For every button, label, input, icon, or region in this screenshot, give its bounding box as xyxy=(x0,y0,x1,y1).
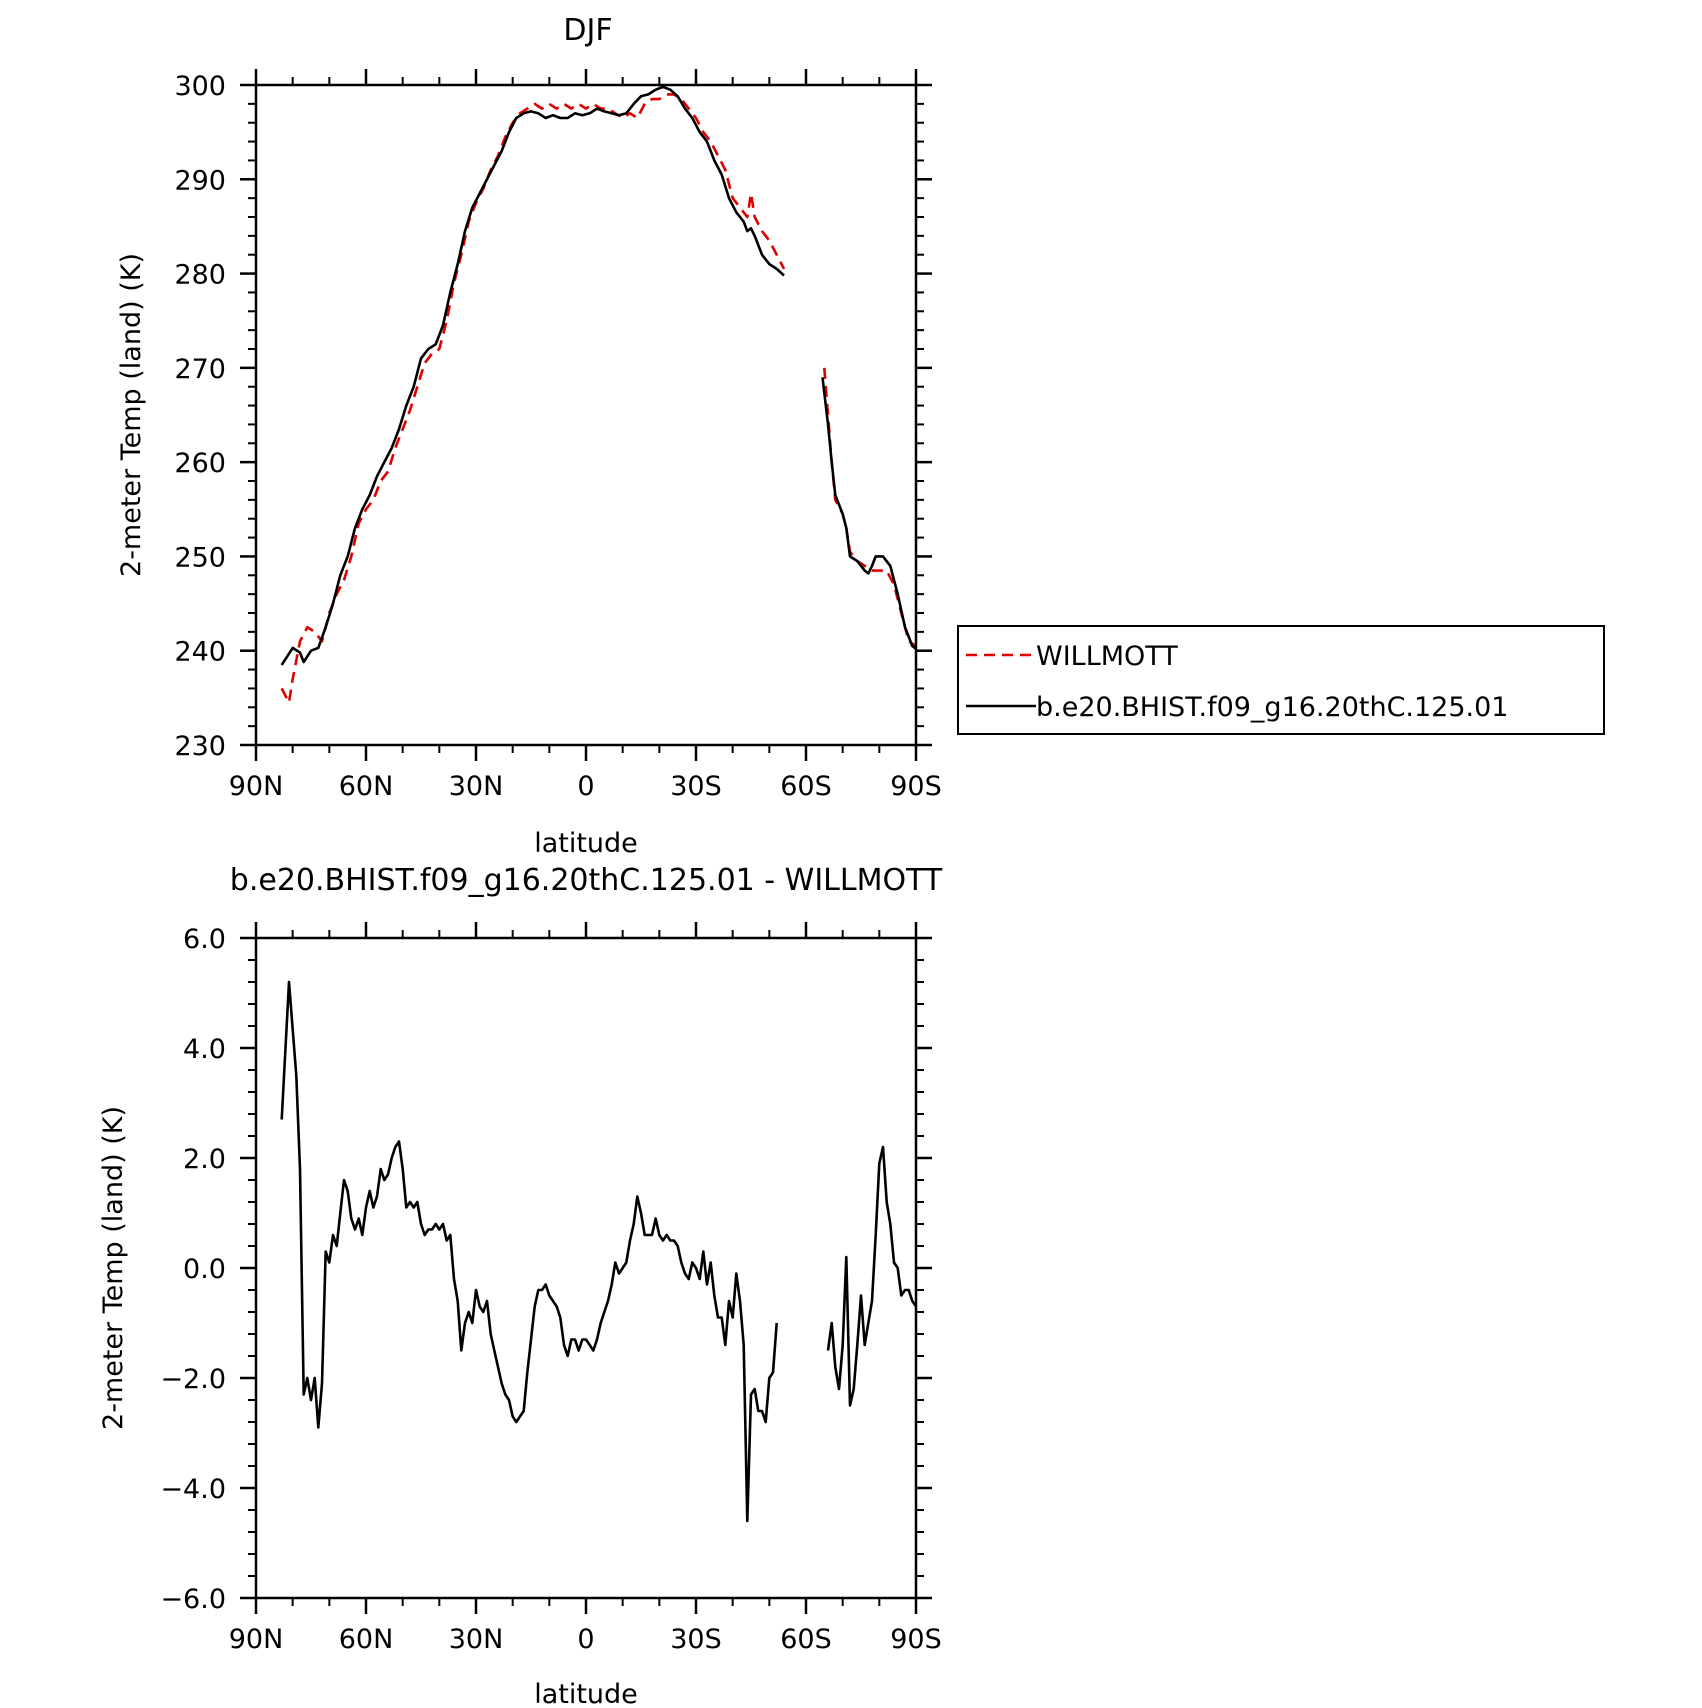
top-series-line-b-e20-bhist-f09-g16-20thc-125-01-segment-2 xyxy=(821,377,917,650)
top-plot-frame xyxy=(254,83,918,747)
legend: WILLMOTT b.e20.BHIST.f09_g16.20thC.125.0… xyxy=(957,625,1605,735)
bottom-x-tick-label: 30S xyxy=(670,1624,722,1655)
top-plot-title: DJF xyxy=(563,13,612,48)
bottom-y-tick-label: 2.0 xyxy=(183,1144,226,1175)
bottom-x-tick-label: 60N xyxy=(339,1624,394,1655)
legend-label-willmott: WILLMOTT xyxy=(1036,641,1178,672)
bottom-x-tick-label: 60S xyxy=(780,1624,832,1655)
bottom-y-tick-label: 0.0 xyxy=(183,1254,226,1285)
top-y-tick-label: 240 xyxy=(174,637,226,668)
top-panel: DJF 90N 60N 30N 0 30S 60S 90S 230 240 250 260 270 28… xyxy=(116,13,942,859)
top-series-group xyxy=(280,85,917,704)
top-y-tick-label: 270 xyxy=(174,354,226,385)
bottom-y-tick-label: 6.0 xyxy=(183,924,226,955)
top-y-tick-label: 230 xyxy=(174,731,226,762)
top-y-tick-label: 260 xyxy=(174,448,226,479)
top-x-tick-label: 90N xyxy=(229,771,284,802)
top-x-tick-label: 0 xyxy=(577,771,594,802)
bottom-plot-title: b.e20.BHIST.f09_g16.20thC.125.01 - WILLM… xyxy=(230,863,943,898)
top-x-tick-label: 60N xyxy=(339,771,394,802)
top-tick-labels: 90N 60N 30N 0 30S 60S 90S 230 240 250 260 270 280 290… xyxy=(174,71,941,802)
bottom-y-tick-label: 4.0 xyxy=(183,1034,226,1065)
bottom-y-tick-label: −2.0 xyxy=(160,1364,226,1395)
legend-box xyxy=(957,625,1605,735)
top-x-tick-label: 30S xyxy=(670,771,722,802)
top-series-line-willmott-segment-1 xyxy=(280,93,786,704)
bottom-panel: b.e20.BHIST.f09_g16.20thC.125.01 - WILLM… xyxy=(98,863,943,1708)
bottom-y-tick-label: −4.0 xyxy=(160,1474,226,1505)
top-x-tick-label: 60S xyxy=(780,771,832,802)
top-x-tick-label: 90S xyxy=(890,771,942,802)
bottom-y-axis-title: 2-meter Temp (land) (K) xyxy=(98,1106,129,1430)
bottom-x-axis-title: latitude xyxy=(534,1679,638,1708)
bottom-x-tick-label: 0 xyxy=(577,1624,594,1655)
bottom-tick-labels: 90N 60N 30N 0 30S 60S 90S −6.0 −4.0 −2.0 0.0 2.0 4.0… xyxy=(160,924,941,1655)
top-y-tick-label: 250 xyxy=(174,542,226,573)
top-y-tick-label: 300 xyxy=(174,71,226,102)
bottom-x-tick-label: 90S xyxy=(890,1624,942,1655)
bottom-x-tick-label: 90N xyxy=(229,1624,284,1655)
bottom-x-tick-label: 30N xyxy=(449,1624,504,1655)
top-y-axis-title: 2-meter Temp (land) (K) xyxy=(116,253,147,577)
top-series-line-b-e20-bhist-f09-g16-20thc-125-01-segment-1 xyxy=(280,85,785,666)
top-y-tick-label: 280 xyxy=(174,260,226,291)
legend-label-model: b.e20.BHIST.f09_g16.20thC.125.01 xyxy=(1036,692,1508,723)
bottom-series-line-difference-segment-1 xyxy=(280,980,778,1523)
bottom-series-group xyxy=(280,980,918,1523)
bottom-y-tick-label: −6.0 xyxy=(160,1584,226,1615)
bottom-series-line-difference-segment-2 xyxy=(826,1145,918,1407)
bottom-tick-marks xyxy=(240,922,932,1614)
top-x-tick-label: 30N xyxy=(449,771,504,802)
top-y-tick-label: 290 xyxy=(174,165,226,196)
bottom-plot-frame xyxy=(254,936,918,1600)
top-x-axis-title: latitude xyxy=(534,828,638,859)
top-tick-marks xyxy=(240,69,932,761)
